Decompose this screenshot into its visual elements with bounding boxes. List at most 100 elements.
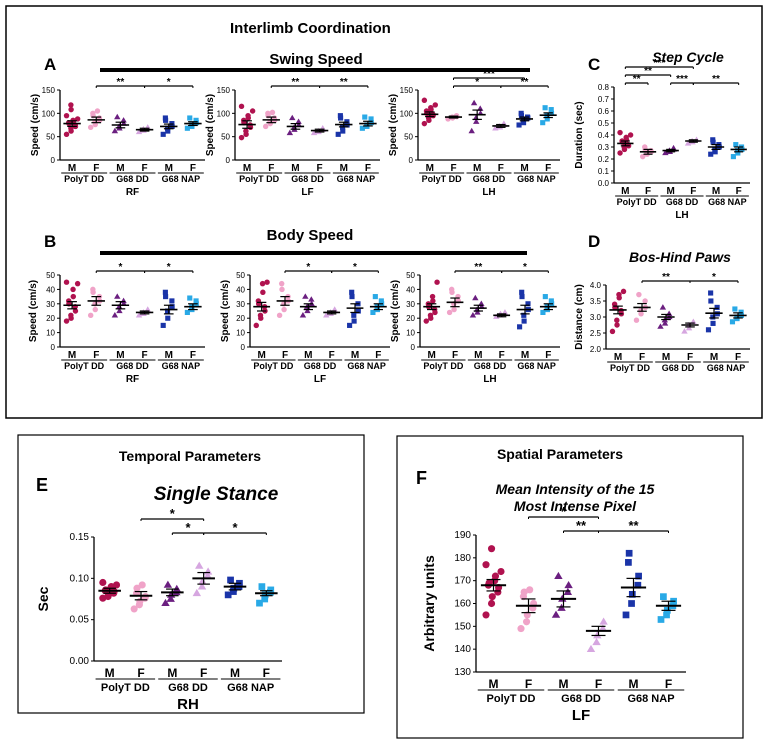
data-point [90,286,96,293]
data-point [487,545,496,553]
y-tick-label: 150 [400,86,414,95]
y-tick-label: 0.15 [70,532,90,543]
group-label: G68 DD [116,174,149,184]
data-point [599,617,608,625]
data-point [261,591,269,599]
group-label: PolyT DD [423,361,464,371]
data-point [616,291,622,298]
data-point [281,306,287,313]
data-point [517,625,525,633]
data-point [70,293,77,300]
data-point [423,318,429,324]
top-frame [5,5,763,419]
data-point [708,151,714,157]
data-point [501,309,509,315]
y-tick-label: 4.0 [590,281,602,290]
data-point [261,595,269,603]
spatial-title: Spatial Parameters [497,446,623,462]
panel-letter-f: F [416,468,427,488]
x-tick-label: M [621,186,629,197]
data-point [368,120,374,126]
data-point [302,293,309,299]
group-label: PolyT DD [64,361,105,371]
data-point [351,312,357,318]
data-point [256,599,263,607]
data-point [521,318,527,324]
group-label: G68 DD [666,197,699,207]
data-point [434,279,440,285]
significance-label: * [353,262,357,273]
data-point [592,638,601,646]
group-label: G68 NAP [227,682,274,694]
significance-label: * [185,520,191,535]
data-point [470,99,478,106]
data-point [63,279,70,285]
y-tick-label: 170 [454,576,471,587]
x-tick-label: F [639,352,645,363]
body-speed-title: Body Speed [267,227,354,244]
data-point [279,286,285,293]
data-point [468,127,475,134]
x-tick-label: M [116,350,124,361]
data-point [586,644,596,653]
temporal-title: Temporal Parameters [119,448,261,464]
data-point [163,294,169,300]
data-point [497,567,505,576]
data-point [617,129,623,136]
x-tick-label: M [243,163,251,174]
data-point [74,280,81,287]
x-tick-label: M [473,163,481,174]
group-label: PolyT DD [422,174,463,184]
x-tick-label: M [427,350,435,361]
data-point [130,605,138,613]
y-tick-label: 50 [46,133,55,142]
y-tick-label: 0.7 [598,95,610,104]
data-point [289,114,296,121]
x-tick-label: F [93,163,99,174]
x-tick-label: F [190,163,196,174]
data-point [372,294,378,300]
data-point [355,308,361,314]
y-axis-label: Speed (cm/s) [28,280,39,342]
x-tick-label: F [200,666,207,680]
x-tick-label: M [662,352,670,363]
data-point [120,297,127,304]
group-label: G68 DD [561,693,601,705]
group-label: G68 NAP [337,174,376,184]
y-tick-label: 130 [454,667,471,678]
group-label: G68 NAP [162,361,201,371]
chart-title: Single Stance [154,484,279,505]
significance-label: ** [662,272,670,283]
x-tick-label: M [165,350,173,361]
data-point [519,294,525,300]
x-tick-label: F [450,163,456,174]
data-point [224,591,232,599]
y-tick-label: 0.00 [70,656,90,667]
data-point [620,288,627,295]
y-tick-label: 50 [236,271,245,280]
group-label: G68 DD [168,682,208,694]
y-tick-label: 180 [454,553,471,564]
x-tick-label: M [710,352,718,363]
x-tick-label: F [282,350,288,361]
x-tick-label: F [736,186,742,197]
data-point [638,307,644,314]
y-tick-label: 0.3 [598,143,610,152]
data-point [730,154,736,160]
data-point [310,129,318,136]
data-point [469,312,477,318]
data-point [708,290,714,296]
data-point [487,599,496,608]
x-tick-label: F [142,163,148,174]
data-point [663,611,670,619]
data-point [733,142,739,148]
spatial-frame [396,435,744,739]
data-point [68,106,74,113]
significance-label: ** [576,518,587,533]
data-point [258,583,266,590]
data-point [614,317,620,323]
data-point [705,327,712,333]
x-tick-label: F [142,350,148,361]
data-point [260,289,266,295]
